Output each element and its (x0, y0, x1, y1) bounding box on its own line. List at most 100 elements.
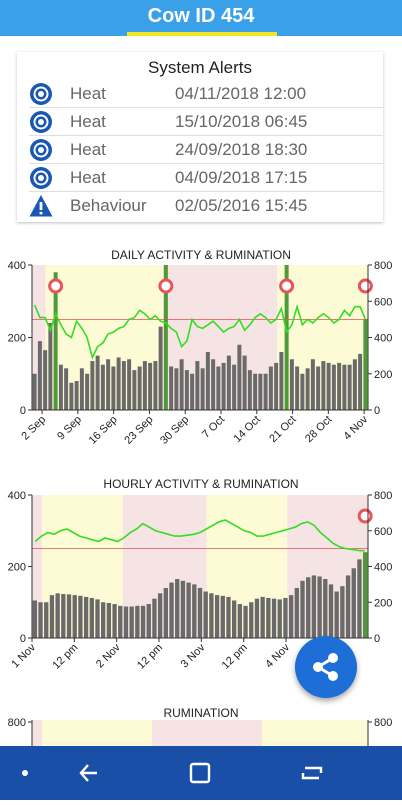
activity-bar (179, 359, 184, 410)
nav-dot-button[interactable] (10, 746, 40, 800)
x-tick-label: 21 Oct (267, 414, 298, 445)
daily-chart-plot[interactable]: 0 200 400 0 200 400 600 800 2 Sep 9 Sep 16 Sep 23 S… (0, 244, 402, 464)
heat-bar (53, 272, 58, 410)
heat-marker-center (363, 514, 368, 518)
activity-bar (237, 344, 242, 410)
right-tick-label: 400 (374, 333, 392, 345)
activity-bar (220, 595, 225, 638)
activity-bar (129, 606, 134, 638)
heat-target-icon (30, 167, 52, 189)
alert-row[interactable]: Behaviour 02/05/2016 15:45 (29, 192, 383, 219)
activity-bar (123, 606, 129, 638)
heat-target-icon (30, 111, 52, 133)
activity-bar (140, 605, 146, 638)
activity-bar (342, 364, 347, 410)
activity-bar (340, 586, 345, 638)
recents-icon (301, 766, 323, 780)
alert-time: 24/09/2018 18:30 (175, 140, 308, 159)
activity-bar (85, 373, 90, 410)
activity-bar (226, 355, 231, 410)
activity-bar (118, 605, 123, 638)
alert-type: Heat (70, 168, 106, 187)
heat-target-icon (30, 83, 52, 105)
activity-bar (211, 359, 216, 410)
rumination-chart: RUMINATION 800 800 (0, 700, 402, 746)
activity-bar (43, 350, 48, 410)
recents-button[interactable] (292, 746, 332, 800)
activity-bar (306, 577, 311, 638)
left-tick-label: 400 (8, 260, 26, 272)
right-tick-label: 200 (374, 597, 392, 609)
system-nav-bar (0, 746, 402, 800)
activity-bar (358, 353, 363, 410)
activity-bar (79, 368, 84, 410)
activity-bar (106, 359, 111, 410)
activity-bar (32, 600, 38, 638)
activity-bar (180, 580, 186, 638)
activity-bar (277, 599, 282, 638)
right-tick-label: 0 (374, 405, 380, 417)
rumination-series-line (33, 303, 367, 360)
right-tick-label: 0 (374, 633, 380, 645)
activity-bar (351, 568, 356, 638)
activity-bar (157, 593, 163, 638)
x-tick-label: 7 Oct (200, 414, 227, 441)
right-tick-label: 800 (374, 260, 392, 272)
alert-type: Heat (70, 112, 106, 131)
activity-bar (242, 355, 247, 410)
right-tick-label: 800 (374, 717, 392, 729)
activity-bar (38, 602, 43, 638)
alert-row[interactable]: Heat 04/11/2018 12:00 (29, 80, 383, 108)
activity-bar (216, 366, 221, 410)
activity-bar (271, 598, 277, 638)
rumination-chart-plot[interactable]: 800 800 (0, 700, 402, 746)
right-tick-label: 600 (374, 296, 392, 308)
x-tick-label: 16 Sep (87, 414, 120, 447)
x-tick-label: 9 Sep (55, 414, 84, 443)
activity-bar (69, 382, 74, 410)
activity-bar (357, 559, 362, 638)
heat-target-icon (30, 139, 52, 161)
share-icon (313, 653, 338, 681)
activity-bar (89, 597, 94, 638)
activity-bar (254, 598, 260, 638)
x-tick-label: 23 Sep (122, 414, 155, 447)
activity-bar (200, 368, 205, 410)
home-button[interactable] (180, 746, 220, 800)
back-button[interactable] (70, 746, 110, 800)
alert-row[interactable]: Heat 24/09/2018 18:30 (29, 136, 383, 164)
right-tick-label: 600 (374, 526, 392, 538)
warning-icon (29, 195, 53, 217)
rumination-series-line (34, 519, 365, 552)
activity-bar (326, 362, 331, 410)
alert-row[interactable]: Heat 15/10/2018 06:45 (29, 108, 383, 136)
activity-bar (106, 602, 112, 638)
left-tick-label: 0 (20, 405, 26, 417)
activity-bar (55, 593, 60, 638)
activity-bar (175, 579, 180, 638)
activity-bar (66, 594, 72, 638)
background-band (32, 495, 43, 638)
activity-bar (163, 587, 168, 638)
x-tick-label: 14 Oct (232, 414, 263, 445)
alert-type: Behaviour (70, 196, 147, 215)
activity-bar (111, 366, 116, 410)
activity-bar (300, 580, 305, 638)
home-square-icon (189, 762, 211, 784)
activity-bar (184, 370, 189, 410)
hourly-chart-plot[interactable]: 0 200 400 0 200 400 600 800 1 Nov 12 pm 2 Nov 12 pm… (0, 472, 402, 692)
share-button[interactable] (295, 636, 357, 698)
alert-row[interactable]: Heat 04/09/2018 17:15 (29, 164, 383, 192)
left-tick-label: 400 (8, 490, 26, 502)
activity-bar (58, 364, 63, 410)
alert-time: 15/10/2018 06:45 (175, 112, 308, 131)
activity-bar (72, 595, 77, 638)
activity-bar (300, 373, 305, 410)
x-tick-label: 4 Nov (263, 641, 292, 670)
activity-bar (158, 326, 163, 410)
activity-bar (321, 361, 326, 410)
activity-bar (132, 370, 137, 410)
activity-bar (289, 359, 294, 410)
activity-bar (169, 582, 174, 638)
right-tick-label: 800 (374, 490, 392, 502)
